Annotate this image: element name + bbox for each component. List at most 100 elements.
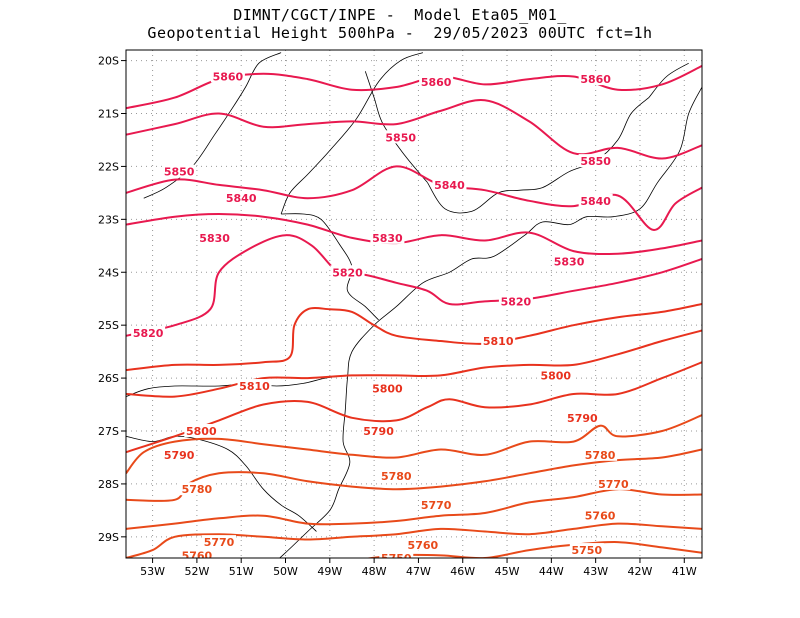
- border: [281, 213, 379, 321]
- coastline: [279, 86, 702, 558]
- contour-5820: [126, 234, 702, 337]
- border: [143, 52, 282, 199]
- contour-label-bg: [224, 191, 259, 205]
- contour-label: 5780: [585, 449, 616, 462]
- x-tick-label: 52W: [184, 565, 209, 578]
- contour-label: 5800: [186, 425, 217, 438]
- contour-label: 5750: [571, 544, 602, 557]
- contour-label: 5840: [226, 192, 257, 205]
- contour-5780: [126, 414, 702, 474]
- x-tick-label: 42W: [628, 565, 653, 578]
- contour-5750: [126, 522, 702, 558]
- y-tick-label: 29S: [98, 531, 119, 544]
- contour-label-bg: [210, 69, 245, 83]
- contour-label-bg: [237, 379, 272, 393]
- x-tick-label: 47W: [406, 565, 431, 578]
- contour-label: 5840: [434, 179, 465, 192]
- contour-label: 5770: [421, 499, 452, 512]
- x-tick-label: 48W: [362, 565, 387, 578]
- contour-label-bg: [578, 556, 613, 558]
- contour-label-bg: [370, 381, 405, 395]
- contour-label: 5750: [381, 552, 412, 565]
- contour-label: 5780: [182, 483, 213, 496]
- y-tick-label: 20S: [98, 55, 119, 68]
- contour-label-bg: [370, 230, 405, 244]
- contour-label: 5830: [199, 232, 230, 245]
- x-tick-label: 49W: [317, 565, 342, 578]
- contour-label: 5860: [421, 76, 452, 89]
- contour-label-bg: [162, 447, 197, 461]
- x-tick-label: 46W: [450, 565, 475, 578]
- contour-label: 5810: [239, 380, 270, 393]
- x-tick-label: 51W: [229, 565, 254, 578]
- contour-label-bg: [131, 326, 166, 340]
- contour-label: 5820: [332, 266, 363, 279]
- x-tick-label: 43W: [583, 565, 608, 578]
- contour-label: 5860: [213, 70, 244, 83]
- x-tick-label: 50W: [273, 565, 298, 578]
- contour-label-bg: [419, 74, 454, 88]
- y-tick-label: 27S: [98, 425, 119, 438]
- y-tick-label: 23S: [98, 213, 119, 226]
- x-tick-label: 41W: [672, 565, 697, 578]
- contour-label-bg: [596, 476, 631, 490]
- x-tick-label: 45W: [495, 565, 520, 578]
- contour-label: 5810: [483, 335, 514, 348]
- contour-label-bg: [552, 254, 587, 268]
- contour-label: 5790: [363, 425, 394, 438]
- y-tick-label: 26S: [98, 372, 119, 385]
- contour-label: 5820: [133, 327, 164, 340]
- contour-label: 5780: [381, 470, 412, 483]
- contour-label: 5850: [164, 166, 195, 179]
- contour-label-bg: [162, 164, 197, 178]
- contour-label: 5860: [580, 73, 611, 86]
- y-tick-label: 28S: [98, 478, 119, 491]
- contour-label: 5850: [385, 131, 416, 144]
- contour-5830: [126, 213, 702, 256]
- x-tick-label: 44W: [539, 565, 564, 578]
- y-tick-label: 21S: [98, 108, 119, 121]
- contour-lines: [126, 64, 702, 558]
- contour-label-bg: [330, 265, 365, 279]
- contour-label: 5760: [182, 549, 213, 562]
- border: [426, 97, 650, 214]
- plot-frame: [125, 49, 703, 559]
- contour-label: 5830: [554, 256, 585, 269]
- contour-5840: [126, 165, 702, 231]
- contour-5810: [126, 303, 702, 372]
- contour-label-bg: [578, 154, 613, 168]
- contour-5850: [126, 99, 702, 160]
- contour-labels: 5860 5860 5860 5850 5850 5850 5840 5840 5840 5830…: [131, 69, 631, 565]
- contour-label: 5830: [372, 232, 403, 245]
- x-tick-label: 53W: [140, 565, 165, 578]
- contour-label: 5790: [164, 449, 195, 462]
- contour-label-bg: [361, 424, 396, 437]
- contour-5770: [126, 448, 702, 502]
- contour-label: 5790: [567, 412, 598, 425]
- contour-label: 5820: [501, 295, 532, 308]
- contour-label-bg: [202, 535, 237, 549]
- x-axis: 53W 52W 51W 50W 49W 48W 47W 46W 45W 44W 43W 42W 41W: [140, 558, 697, 578]
- contour-label: 5800: [540, 369, 571, 382]
- contour-label-bg: [405, 537, 440, 551]
- contour-label-bg: [481, 334, 516, 348]
- contour-label-bg: [569, 543, 604, 557]
- contour-label: 5840: [580, 195, 611, 208]
- contour-label: 5770: [598, 478, 629, 491]
- contour-label: 5770: [204, 536, 235, 549]
- y-tick-label: 24S: [98, 266, 119, 279]
- chart-title-line2: Geopotential Height 500hPa - 29/05/2023 …: [147, 24, 653, 42]
- contour-label: 5760: [408, 539, 439, 552]
- contour-label-bg: [419, 498, 454, 512]
- y-axis: 20S 21S 22S 23S 24S 25S 26S 27S 28S 29S: [98, 55, 126, 544]
- contour-label-bg: [432, 177, 467, 191]
- contour-label: 5800: [372, 383, 403, 396]
- contour-label-bg: [583, 447, 618, 461]
- y-tick-label: 22S: [98, 160, 119, 173]
- contour-label: 5760: [585, 510, 616, 523]
- contour-label-bg: [498, 294, 533, 308]
- contour-label-bg: [379, 468, 414, 482]
- contour-5800: [126, 329, 702, 398]
- contour-label-bg: [565, 410, 600, 424]
